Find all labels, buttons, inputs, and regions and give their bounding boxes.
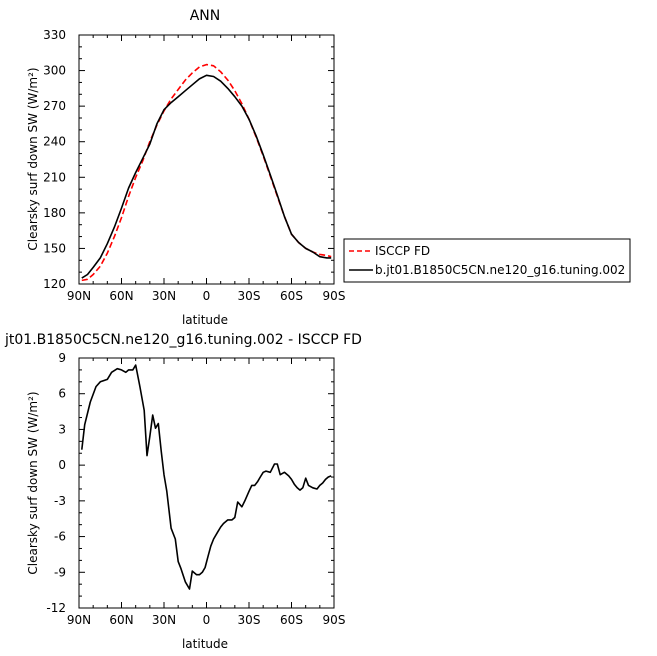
top-x-tick-label: 60N	[109, 289, 133, 303]
top-y-tick-label: 240	[43, 135, 66, 149]
bottom-x-tick-label: 30S	[238, 613, 261, 627]
top-plot-frame	[78, 34, 335, 285]
top-x-axis-label: latitude	[182, 313, 228, 327]
bottom-y-tick-label: -3	[54, 494, 66, 508]
bottom-x-axis-label: latitude	[182, 637, 228, 651]
bottom-x-tick-label: 90S	[323, 613, 346, 627]
bottom-chart-title: jt01.B1850C5CN.ne120_g16.tuning.002 - IS…	[4, 332, 362, 348]
top-series-group	[81, 63, 332, 282]
bottom-series-line-0	[81, 364, 332, 590]
bottom-y-tick-label: -6	[54, 530, 66, 544]
top-y-tick-label: 270	[43, 99, 66, 113]
bottom-y-tick-label: 9	[58, 351, 66, 365]
top-y-tick-label: 330	[43, 28, 66, 42]
bottom-y-tick-label: -12	[46, 601, 66, 615]
top-y-tick-label: 180	[43, 206, 66, 220]
legend-label-model: b.jt01.B1850C5CN.ne120_g16.tuning.002	[375, 263, 625, 277]
top-x-tick-label: 0	[203, 289, 211, 303]
bottom-y-tick-label: 0	[58, 458, 66, 472]
bottom-y-axis: -12 -9 -6 -3 0 3 6 9	[46, 351, 334, 615]
top-y-axis-label: Clearsky surf down SW (W/m²)	[26, 67, 40, 250]
bottom-panel: jt01.B1850C5CN.ne120_g16.tuning.002 - IS…	[4, 332, 362, 651]
top-x-tick-label: 60S	[280, 289, 303, 303]
legend-box	[343, 238, 631, 283]
top-chart-title: ANN	[190, 8, 221, 24]
top-x-tick-label: 30S	[238, 289, 261, 303]
bottom-series-group	[81, 364, 332, 590]
bottom-x-tick-label: 30N	[152, 613, 176, 627]
top-series-line-1	[81, 74, 332, 279]
bottom-x-tick-label: 60N	[109, 613, 133, 627]
bottom-y-tick-label: -9	[54, 565, 66, 579]
top-x-tick-label: 90S	[323, 289, 346, 303]
bottom-y-tick-label: 3	[58, 422, 66, 436]
top-y-tick-label: 210	[43, 170, 66, 184]
top-y-axis: 120 150 180 210 240 270 300 330	[43, 28, 334, 291]
bottom-x-tick-label: 0	[203, 613, 211, 627]
top-y-tick-label: 300	[43, 64, 66, 78]
legend-label-isccp: ISCCP FD	[375, 244, 430, 258]
bottom-y-tick-label: 6	[58, 387, 66, 401]
top-y-tick-label: 120	[43, 277, 66, 291]
top-series-line-0	[81, 63, 332, 282]
bottom-plot-frame	[78, 357, 335, 609]
bottom-x-tick-label: 90N	[67, 613, 91, 627]
bottom-y-axis-label: Clearsky surf down SW (W/m²)	[26, 391, 40, 574]
bottom-x-tick-label: 60S	[280, 613, 303, 627]
top-x-axis: 90N 60N 30N 0 30S 60S 90S	[67, 35, 346, 303]
top-y-tick-label: 150	[43, 241, 66, 255]
top-x-tick-label: 30N	[152, 289, 176, 303]
top-x-tick-label: 90N	[67, 289, 91, 303]
top-panel: ANN 120 150 180 210 240 270 300 330 90N 60N 30N 0 3…	[26, 8, 345, 327]
legend: ISCCP FD b.jt01.B1850C5CN.ne120_g16.tuni…	[343, 238, 631, 283]
bottom-x-axis: 90N 60N 30N 0 30S 60S 90S	[67, 358, 346, 627]
